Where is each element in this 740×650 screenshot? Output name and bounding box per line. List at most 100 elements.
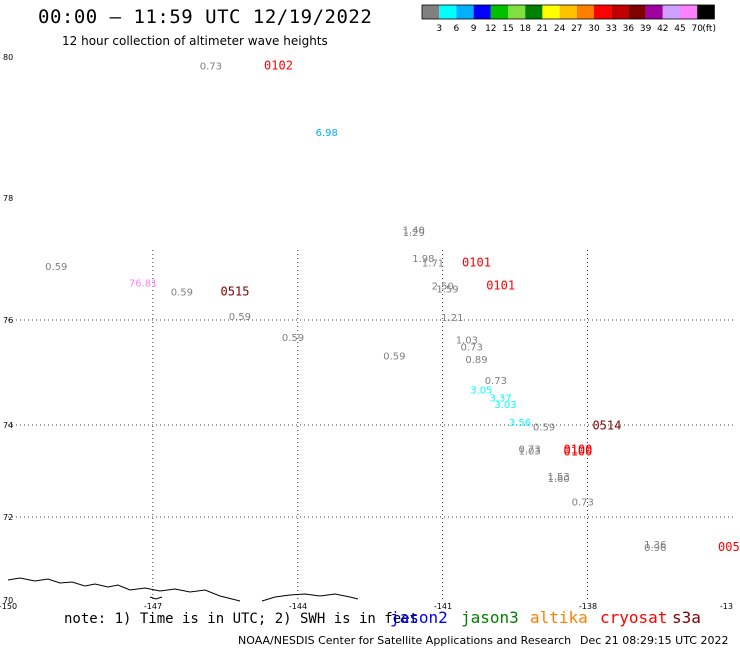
swh-value-label: 0.59: [171, 288, 193, 299]
pass-time-label: 0059: [718, 540, 740, 554]
color-tick-label: 3: [436, 24, 442, 34]
swh-value-label: 6.98: [316, 128, 338, 139]
pass-time-label: 0514: [592, 419, 621, 433]
color-unit-label: (ft): [702, 24, 716, 34]
legend-jason2: jason2: [390, 608, 448, 627]
swh-value-label: 0.89: [465, 355, 487, 366]
swh-value-label: 0.59: [229, 312, 251, 323]
swh-value-label: 1.29: [403, 228, 425, 239]
coastline: [261, 593, 359, 602]
swh-value-label: 2.50: [432, 282, 454, 293]
x-tick-label: -13: [720, 602, 733, 611]
x-tick-label: -138: [579, 602, 597, 611]
swh-value-label: 0.73: [572, 498, 594, 509]
color-tick-label: 15: [502, 24, 513, 34]
swh-value-label: 3.37: [490, 393, 512, 404]
swh-value-label: 0.59: [45, 262, 67, 273]
swh-value-label: 0.73: [200, 62, 222, 73]
color-tick-label: 24: [554, 24, 566, 34]
swh-value-label: 1.03: [519, 446, 541, 457]
y-tick-label: 72: [3, 513, 13, 522]
swh-value-label: 1.98: [412, 254, 434, 265]
color-swatch: [611, 5, 629, 19]
color-tick-label: 6: [454, 24, 460, 34]
generated-timestamp: Dec 21 08:29:15 UTC 2022: [580, 634, 729, 647]
color-tick-label: 27: [571, 24, 582, 34]
swh-value-label: 3.03: [494, 400, 516, 411]
color-swatch: [628, 5, 646, 19]
coastline: [149, 596, 163, 600]
color-swatch: [594, 5, 612, 19]
y-tick-label: 74: [3, 421, 13, 430]
color-swatch: [456, 5, 474, 19]
y-tick-label: 70: [3, 596, 13, 605]
color-tick-label: 12: [485, 24, 496, 34]
page-title: 00:00 – 11:59 UTC 12/19/2022: [38, 6, 373, 28]
color-tick-label: 45: [674, 24, 685, 34]
color-tick-label: 39: [640, 24, 652, 34]
pass-time-label: 0100: [563, 444, 592, 458]
color-swatch: [422, 5, 440, 19]
color-tick-label: 42: [657, 24, 668, 34]
pass-time-label: 0101: [462, 255, 491, 269]
footer-note: note: 1) Time is in UTC; 2) SWH is in fe…: [64, 611, 419, 627]
color-tick-label: 30: [588, 24, 600, 34]
pass-time-label: 0101: [486, 279, 515, 293]
color-swatch: [525, 5, 543, 19]
color-swatch: [680, 5, 698, 19]
x-tick-label: -144: [289, 602, 307, 611]
swh-value-label: 0.59: [282, 333, 304, 344]
swh-value-label: 0.59: [533, 423, 555, 434]
swh-value-label: 1.53: [547, 472, 569, 483]
x-tick-label: -147: [144, 602, 162, 611]
y-tick-label: 76: [3, 316, 13, 325]
pass-time-label: 0100: [563, 443, 592, 457]
color-tick-label: 70: [691, 24, 703, 34]
y-tick-label: 78: [3, 194, 13, 203]
color-swatch: [439, 5, 457, 19]
y-tick-label: 80: [3, 53, 13, 62]
legend-jason3: jason3: [461, 608, 519, 627]
color-swatch: [662, 5, 680, 19]
legend-altika: altika: [530, 608, 588, 627]
swh-value-label: 1.21: [441, 313, 463, 324]
swh-value-label: 0.59: [383, 351, 405, 362]
swh-value-label: 0.73: [519, 445, 541, 456]
color-swatch: [542, 5, 560, 19]
swh-value-label: 1.03: [456, 336, 478, 347]
color-swatch: [697, 5, 715, 19]
coastline: [7, 577, 241, 602]
pass-time-label: 0102: [264, 59, 293, 73]
chart-subtitle: 12 hour collection of altimeter wave hei…: [62, 34, 328, 48]
color-swatch: [559, 5, 577, 19]
color-tick-label: 36: [623, 24, 635, 34]
swh-value-label: 76.81: [129, 278, 158, 289]
color-swatch: [645, 5, 663, 19]
legend-cryosat: cryosat: [600, 608, 668, 627]
swh-value-label: 0.96: [644, 543, 666, 554]
swh-value-label: 1.60: [547, 474, 569, 485]
color-swatch: [490, 5, 508, 19]
x-tick-label: -150: [0, 602, 17, 611]
x-tick-label: -141: [434, 602, 452, 611]
color-tick-label: 21: [537, 24, 548, 34]
pass-time-label: 0515: [221, 285, 250, 299]
color-tick-label: 18: [519, 24, 531, 34]
color-swatch: [508, 5, 526, 19]
swh-value-label: 1.40: [403, 225, 425, 236]
color-swatch: [473, 5, 491, 19]
color-scale-legend: 3 6 9 12 15 18 21 24 27 30 33 36 39 42 45 70 (ft): [421, 4, 716, 34]
color-tick-label: 9: [471, 24, 477, 34]
swh-value-label: 3.05: [470, 386, 492, 397]
swh-value-label: 1.59: [436, 285, 458, 296]
swh-value-label: 0.73: [461, 342, 483, 353]
swh-value-label: 1.71: [422, 258, 444, 269]
credit-line: NOAA/NESDIS Center for Satellite Applica…: [238, 634, 572, 647]
swh-value-label: 3.56: [509, 418, 531, 429]
legend-s3a: s3a: [672, 608, 701, 627]
swh-value-label: 0.73: [485, 376, 507, 387]
swh-value-label: 1.36: [644, 540, 666, 551]
color-swatch: [576, 5, 594, 19]
color-tick-label: 33: [605, 24, 616, 34]
